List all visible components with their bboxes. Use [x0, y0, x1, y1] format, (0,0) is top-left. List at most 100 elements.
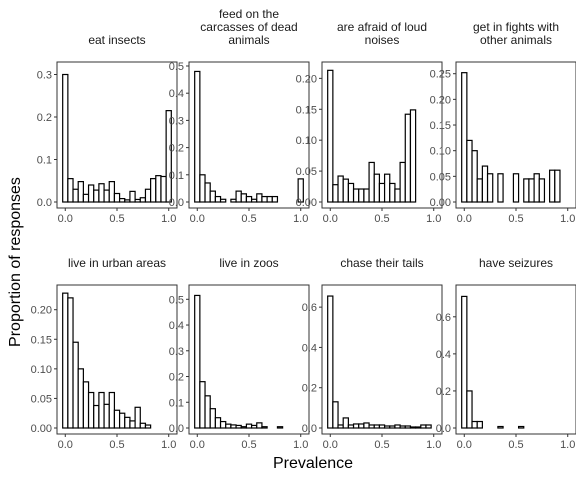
- histogram-bar: [383, 173, 391, 203]
- histogram-bar: [139, 197, 147, 203]
- panel-title-line: carcasses of dead: [200, 20, 297, 34]
- y-tick-label: 0.00: [430, 197, 451, 209]
- x-tick-label: 1.0: [560, 213, 575, 225]
- y-tick-label: 0.2: [37, 112, 52, 124]
- histogram-bar: [204, 182, 211, 203]
- histogram-bar: [225, 423, 232, 429]
- y-tick-label: 0.10: [430, 146, 451, 158]
- histogram-bar: [144, 188, 152, 203]
- histogram-bar: [72, 188, 79, 203]
- histogram-bar: [72, 341, 79, 429]
- histogram-bar: [62, 73, 69, 203]
- y-tick-label: 0.3: [37, 70, 52, 82]
- panel-frame: [321, 284, 443, 435]
- y-tick-label: 0.00: [31, 423, 52, 435]
- histogram-bar: [124, 416, 131, 429]
- x-tick-label: 0.0: [190, 439, 205, 451]
- panel-title-line: animals: [228, 33, 269, 47]
- histogram-bar: [347, 182, 355, 203]
- x-tick-label: 0.5: [374, 439, 389, 451]
- histogram-bar: [358, 423, 365, 429]
- y-tick-label: 0.3: [169, 346, 184, 358]
- y-tick-label: 0.2: [169, 372, 184, 384]
- histogram-bar: [139, 422, 147, 429]
- panel-5: live in urban areas 0.00 0.05 0.10 0.15 0.20 0…: [31, 256, 178, 451]
- histogram-bar: [471, 150, 478, 203]
- histogram-bar: [129, 420, 136, 429]
- histogram-bar: [165, 110, 172, 203]
- histogram-bar: [363, 422, 370, 429]
- histogram-bar: [415, 426, 422, 429]
- x-tick-label: 0.0: [457, 213, 472, 225]
- histogram-bar: [476, 420, 483, 429]
- panel-title-line: live in urban areas: [68, 256, 166, 270]
- histogram-bar: [399, 425, 406, 429]
- x-tick-label: 0.5: [241, 213, 256, 225]
- histogram-bar: [250, 424, 258, 429]
- histogram-bar: [533, 173, 540, 203]
- y-tick-label: 0.0: [436, 423, 451, 435]
- histogram-bar: [150, 178, 157, 203]
- histogram-bar: [240, 426, 248, 429]
- histogram-bar: [538, 178, 546, 203]
- histogram-bar: [103, 189, 110, 203]
- histogram-bar: [368, 424, 375, 429]
- histogram-bar: [337, 424, 344, 429]
- panel-6: live in zoos 0.0 0.1 0.2 0.3 0.4 0.5 0.0 0.5 1.0: [169, 256, 310, 451]
- x-tick-label: 0.5: [374, 213, 389, 225]
- histogram-bar: [199, 381, 206, 429]
- histogram-bar: [327, 295, 334, 429]
- histogram-bar: [420, 424, 427, 429]
- y-tick-label: 0.10: [31, 364, 52, 376]
- histogram-bar: [389, 425, 396, 429]
- y-tick-label: 0.5: [169, 61, 184, 73]
- x-tick-label: 0.0: [58, 213, 73, 225]
- histogram-bar: [461, 295, 468, 429]
- x-tick-label: 0.0: [58, 439, 73, 451]
- x-tick-label: 0.5: [241, 439, 256, 451]
- histogram-bar: [194, 70, 201, 203]
- histogram-bar: [67, 178, 74, 203]
- x-tick-label: 0.5: [109, 213, 124, 225]
- y-tick-label: 0.6: [436, 312, 451, 324]
- panel-8: have seizures 0.0 0.2 0.4 0.6 0.0 0.5 1.0: [436, 256, 576, 451]
- histogram-bar: [245, 423, 253, 429]
- panel-title-line: are afraid of loud: [337, 20, 427, 34]
- panel-title-line: feed on the: [219, 7, 279, 21]
- histogram-bar: [266, 195, 273, 203]
- histogram-bar: [214, 195, 222, 203]
- histogram-bar: [476, 178, 483, 203]
- histogram-bar: [219, 420, 227, 429]
- x-tick-label: 1.0: [426, 439, 441, 451]
- y-tick-label: 0.05: [430, 171, 451, 183]
- histogram-bar: [93, 404, 100, 429]
- histogram-bar: [235, 424, 242, 429]
- histogram-bar: [497, 425, 504, 429]
- histogram-bar: [118, 412, 126, 429]
- histogram-bar: [144, 424, 152, 429]
- x-tick-label: 1.0: [293, 439, 308, 451]
- histogram-bar: [124, 199, 131, 203]
- histogram-bar: [394, 188, 401, 203]
- y-axis-label: Proportion of responses: [7, 177, 24, 347]
- x-tick-label: 0.0: [457, 439, 472, 451]
- histogram-bar: [332, 401, 339, 429]
- panel-title-line: have seizures: [479, 256, 553, 270]
- histogram-bar: [404, 113, 412, 203]
- panel-title-line: noises: [365, 33, 400, 47]
- histogram-bar: [98, 183, 105, 203]
- y-tick-label: 0.3: [169, 115, 184, 127]
- y-tick-label: 0.6: [302, 302, 317, 314]
- histogram-bar: [77, 181, 84, 203]
- y-tick-label: 0.25: [430, 69, 451, 81]
- x-axis-label: Prevalence: [273, 455, 353, 472]
- histogram-bar: [383, 425, 391, 429]
- histogram-bar: [327, 69, 334, 203]
- histogram-bar: [461, 72, 468, 203]
- y-tick-label: 0.4: [302, 342, 317, 354]
- panel-title-line: chase their tails: [340, 256, 423, 270]
